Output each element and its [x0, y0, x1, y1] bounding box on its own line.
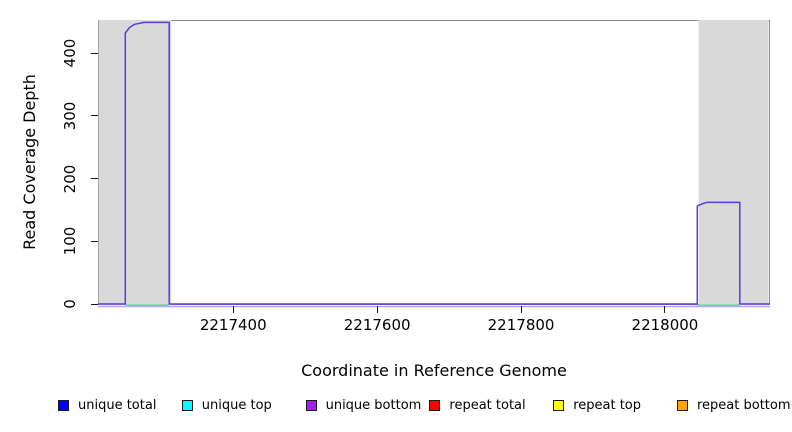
y-tick-mark — [91, 178, 98, 180]
legend-swatch-icon — [677, 400, 688, 411]
x-axis-title: Coordinate in Reference Genome — [301, 361, 567, 380]
repeat-region-left — [98, 20, 172, 305]
y-tick-label: 400 — [61, 38, 79, 68]
legend-item-repeat-total: repeat total — [429, 398, 526, 413]
legend-label: unique top — [201, 398, 272, 413]
y-tick-label: 0 — [61, 299, 79, 309]
y-tick-mark — [91, 52, 98, 54]
x-tick-label: 2217600 — [343, 316, 411, 334]
x-tick-label: 2217800 — [487, 316, 555, 334]
legend-label: repeat total — [449, 398, 526, 413]
y-tick-label: 200 — [61, 164, 79, 193]
coverage-curve-unique-read-coverage — [98, 21, 770, 305]
legend-swatch-icon — [553, 400, 565, 411]
x-tick-mark — [664, 306, 666, 313]
y-tick-mark — [91, 115, 98, 117]
legend-item-repeat-bottom: repeat bottom — [677, 399, 791, 413]
legend-item-unique-top: unique top — [181, 398, 272, 413]
x-tick-mark — [376, 306, 378, 313]
x-tick-label: 2217400 — [199, 316, 267, 334]
y-axis-title: Read Coverage Depth — [20, 74, 39, 250]
legend-label: unique total — [78, 398, 157, 413]
legend-swatch-icon — [58, 400, 69, 411]
legend-item-unique-bottom: unique bottom — [305, 398, 422, 413]
plot-area-canvas — [98, 20, 770, 308]
y-tick-label: 300 — [61, 101, 79, 131]
legend-item-unique-total: unique total — [58, 399, 156, 413]
legend-item-repeat-top: repeat top — [553, 399, 641, 413]
legend-label: repeat top — [573, 398, 641, 413]
legend-label: repeat bottom — [697, 398, 791, 413]
y-tick-label: 100 — [61, 226, 79, 256]
legend-swatch-icon — [429, 400, 441, 411]
legend-swatch-icon — [305, 400, 317, 411]
plot-box-border — [98, 20, 770, 305]
y-tick-mark — [91, 240, 98, 242]
x-tick-mark — [520, 306, 522, 313]
legend-swatch-icon — [181, 400, 193, 411]
legend-label: unique bottom — [325, 398, 422, 413]
x-tick-label: 2218000 — [631, 316, 699, 334]
y-tick-mark — [91, 303, 98, 305]
x-tick-mark — [232, 306, 234, 313]
repeat-region-right — [698, 20, 769, 305]
